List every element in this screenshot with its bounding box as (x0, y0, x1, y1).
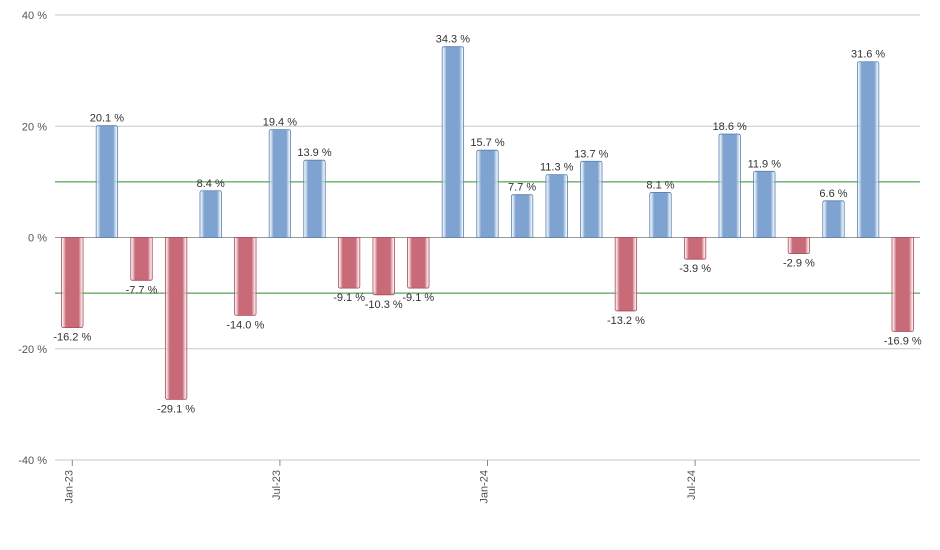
x-tick-label: Jul-23 (271, 470, 283, 500)
data-bar (235, 238, 256, 316)
value-label: 13.9 % (297, 147, 331, 159)
value-label: -10.3 % (365, 299, 403, 311)
data-bar (62, 238, 83, 328)
y-tick-label: 0 % (28, 233, 47, 245)
data-bar (650, 192, 671, 237)
y-tick-label: -40 % (18, 455, 47, 467)
value-label: 13.7 % (574, 148, 608, 160)
data-bar (304, 160, 325, 237)
data-bar (96, 126, 117, 238)
data-bar (408, 238, 429, 289)
value-label: 8.4 % (197, 178, 225, 190)
value-label: -9.1 % (333, 292, 365, 304)
x-tick-label: Jan-24 (479, 470, 491, 504)
data-bar (857, 62, 878, 238)
data-bar (823, 201, 844, 238)
data-bar (754, 171, 775, 237)
value-label: -2.9 % (783, 258, 815, 270)
value-label: 8.1 % (646, 179, 674, 191)
data-bar (788, 238, 809, 254)
y-tick-label: 20 % (22, 121, 47, 133)
value-label: 34.3 % (436, 34, 470, 46)
value-label: -29.1 % (157, 403, 195, 415)
value-label: 15.7 % (470, 137, 504, 149)
data-bar (581, 161, 602, 237)
y-tick-label: -20 % (18, 344, 47, 356)
value-label: 11.9 % (748, 158, 782, 170)
value-label: 31.6 % (851, 49, 885, 61)
value-label: 7.7 % (508, 182, 536, 194)
value-label: -13.2 % (607, 315, 645, 327)
data-bar (546, 175, 567, 238)
data-bar (477, 150, 498, 237)
value-label: -9.1 % (402, 292, 434, 304)
value-label: 19.4 % (263, 117, 297, 129)
data-bar (892, 238, 913, 332)
data-bar (511, 195, 532, 238)
y-tick-label: 40 % (22, 10, 47, 22)
value-label: 11.3 % (540, 162, 574, 174)
value-label: -14.0 % (226, 319, 264, 331)
perf-bar-chart: -40 % -20 % 0 % 20 % 40 % -16.2 % 20.1 % -7.7 %… (0, 0, 940, 550)
value-label: -16.2 % (53, 332, 91, 344)
value-label: 20.1 % (90, 113, 124, 125)
data-bar (615, 238, 636, 311)
data-bar (165, 238, 186, 400)
data-bar (442, 47, 463, 238)
value-label: 6.6 % (819, 188, 847, 200)
value-label: -3.9 % (679, 263, 711, 275)
value-label: -16.9 % (884, 336, 922, 348)
data-bar (269, 130, 290, 238)
value-label: -7.7 % (126, 284, 158, 296)
value-label: 18.6 % (713, 121, 747, 133)
data-bar (684, 238, 705, 260)
data-bar (719, 134, 740, 237)
x-tick-label: Jul-24 (686, 470, 698, 500)
data-bar (131, 238, 152, 281)
data-bar (200, 191, 221, 238)
x-tick-label: Jan-23 (63, 470, 75, 504)
data-bar (338, 238, 359, 289)
data-bar (373, 238, 394, 295)
